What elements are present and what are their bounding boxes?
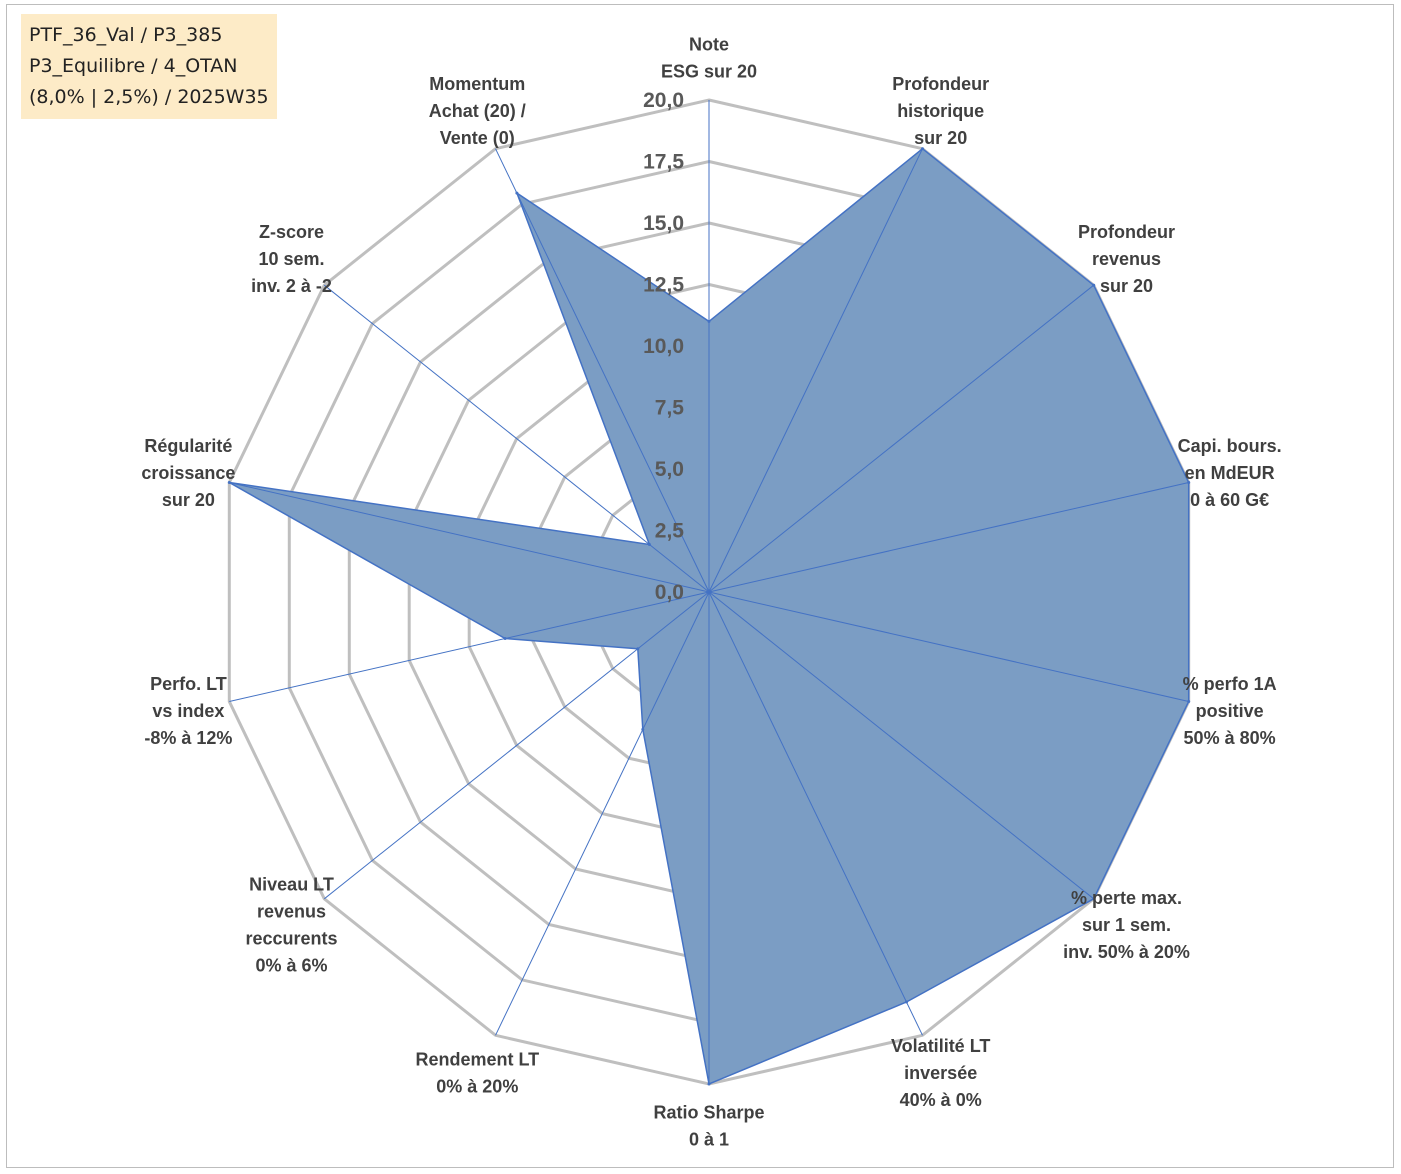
axis-label-3: Capi. bours. en MdEUR 0 à 60 G€ bbox=[1178, 436, 1282, 510]
axis-label-2: Profondeur revenus sur 20 bbox=[1078, 222, 1175, 296]
tick-label-8: 20,0 bbox=[643, 89, 684, 112]
tick-label-5: 12,5 bbox=[643, 274, 684, 297]
axis-label-11: Régularité croissance sur 20 bbox=[141, 436, 235, 510]
axis-label-4: % perfo 1A positive 50% à 80% bbox=[1183, 674, 1277, 748]
axis-label-7: Ratio Sharpe 0 à 1 bbox=[653, 1103, 764, 1150]
tick-layer: 0,0 2,5 5,0 7,5 10,0 12,5 15,0 17,5 20,0 bbox=[643, 89, 684, 604]
axis-label-6: Volatilité LT inversée 40% à 0% bbox=[891, 1036, 990, 1110]
axis-spoke-2 bbox=[708, 284, 1095, 593]
tick-label-1: 2,5 bbox=[655, 520, 685, 543]
axis-label-12: Z-score 10 sem. inv. 2 à -2 bbox=[251, 222, 332, 296]
portfolio-info-box: PTF_36_Val / P3_385 P3_Equilibre / 4_OTA… bbox=[21, 14, 277, 119]
axis-spoke-12 bbox=[323, 284, 710, 593]
tick-label-3: 7,5 bbox=[655, 397, 685, 420]
label-layer: Note ESG sur 20 Profondeur historique sur 20… bbox=[141, 35, 1281, 1150]
spoke-layer bbox=[229, 100, 1189, 1084]
info-line-2: P3_Equilibre / 4_OTAN bbox=[29, 55, 238, 77]
axis-label-13: Momentum Achat (20) / Vente (0) bbox=[429, 74, 526, 148]
info-line-3: (8,0% | 2,5%) / 2025W35 bbox=[29, 86, 269, 108]
tick-label-4: 10,0 bbox=[643, 335, 684, 358]
tick-label-6: 15,0 bbox=[643, 212, 684, 235]
axis-spoke-8 bbox=[495, 591, 710, 1036]
axis-spoke-9 bbox=[323, 591, 710, 900]
tick-label-0: 0,0 bbox=[655, 581, 684, 604]
axis-spoke-6 bbox=[708, 591, 923, 1036]
axis-label-5: % perte max. sur 1 sem. inv. 50% à 20% bbox=[1063, 888, 1190, 962]
axis-spoke-11 bbox=[229, 482, 710, 593]
axis-label-8: Rendement LT 0% à 20% bbox=[415, 1050, 539, 1097]
axis-label-1: Profondeur historique sur 20 bbox=[892, 74, 989, 148]
axis-spoke-4 bbox=[708, 591, 1189, 702]
tick-label-7: 17,5 bbox=[643, 151, 684, 174]
axis-spoke-10 bbox=[229, 591, 710, 702]
tick-label-2: 5,0 bbox=[655, 458, 684, 481]
axis-label-0: Note ESG sur 20 bbox=[661, 35, 757, 82]
axis-label-9: Niveau LT revenus reccurents 0% à 6% bbox=[245, 874, 337, 975]
info-line-1: PTF_36_Val / P3_385 bbox=[29, 24, 223, 46]
axis-spoke-3 bbox=[708, 482, 1189, 593]
axis-spoke-5 bbox=[708, 591, 1095, 900]
axis-label-10: Perfo. LT vs index -8% à 12% bbox=[144, 674, 232, 748]
axis-spoke-13 bbox=[495, 148, 710, 593]
axis-spoke-1 bbox=[708, 148, 923, 593]
